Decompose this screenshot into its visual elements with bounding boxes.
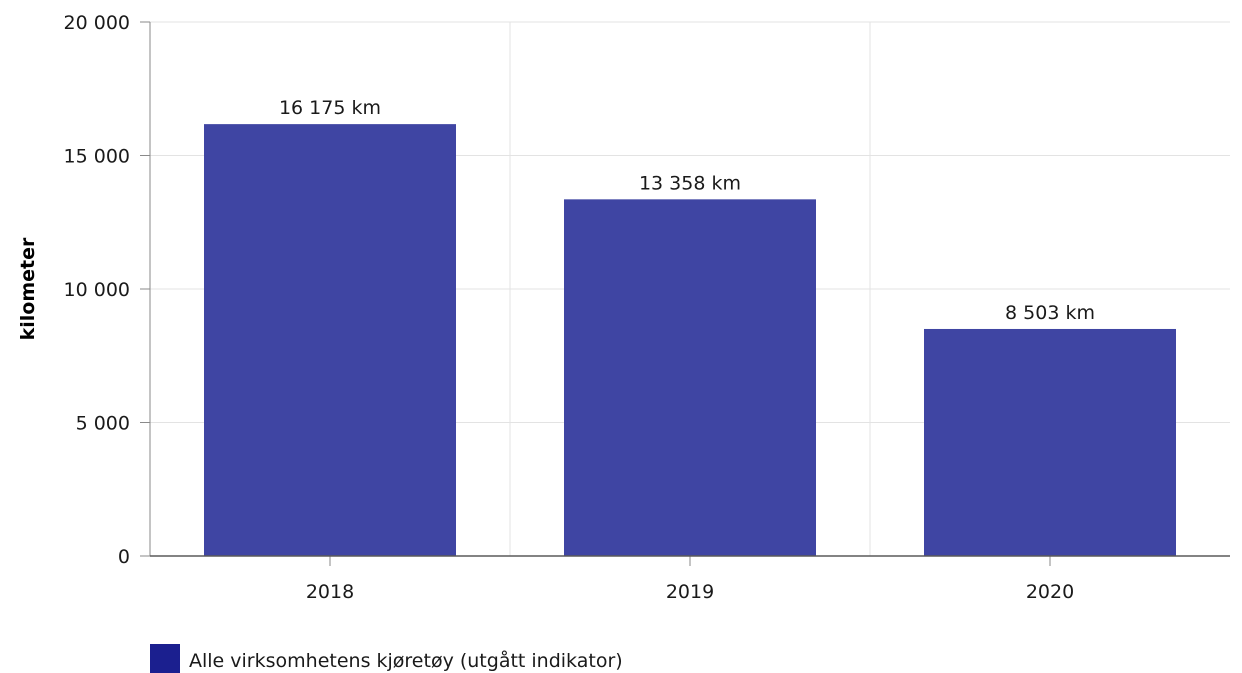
x-tick-label-2019: 2019 [666,581,714,603]
bar-2020 [924,328,1176,556]
bars [204,124,1176,556]
legend-swatch [150,644,180,673]
legend-label: Alle virksomhetens kjøretøy (utgått indi… [189,649,623,672]
y-tick-label: 15 000 [64,146,130,168]
bar-2019 [564,199,816,556]
data-label-2020: 8 503 km [1005,302,1095,324]
y-tick-label: 10 000 [64,279,130,301]
legend[interactable]: Alle virksomhetens kjøretøy (utgått indi… [150,644,623,673]
y-tick-label: 20 000 [64,12,130,34]
labels: 0 5 000 10 000 15 000 20 000 16 175 km 2018 13 … [64,12,1095,603]
data-label-2019: 13 358 km [639,172,741,194]
x-tick-label-2018: 2018 [306,581,354,603]
y-tick-label: 5 000 [76,413,130,435]
data-label-2018: 16 175 km [279,97,381,119]
y-axis-title: kilometer [17,237,39,340]
bar-2018 [204,124,456,556]
x-tick-label-2020: 2020 [1026,581,1074,603]
axes [140,21,1230,566]
y-tick-label: 0 [118,546,130,568]
